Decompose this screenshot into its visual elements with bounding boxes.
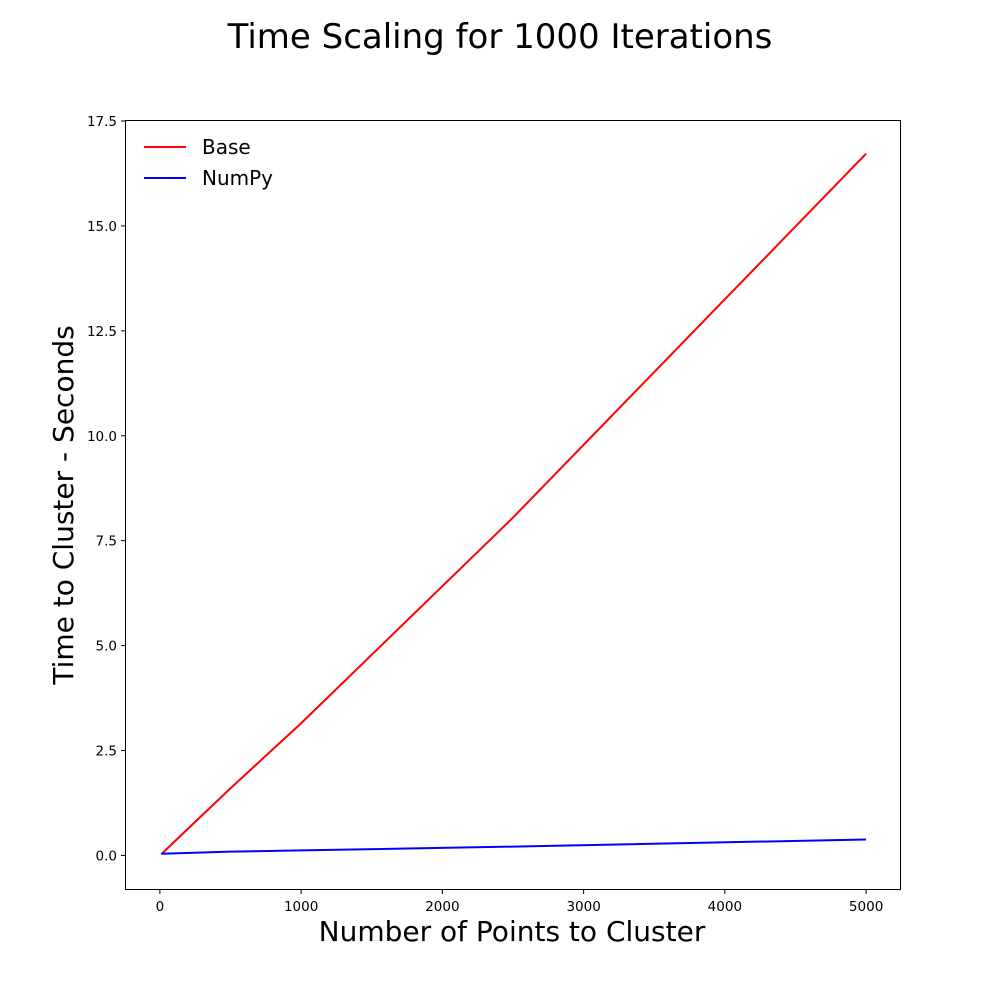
plot-area <box>125 120 901 890</box>
x-tick-label: 3000 <box>566 899 600 915</box>
legend: Base NumPy <box>144 135 273 190</box>
y-tick-label: 7.5 <box>96 534 117 550</box>
y-tick-label: 0.0 <box>96 848 117 864</box>
x-tick-label: 2000 <box>425 899 459 915</box>
y-tick-label: 2.5 <box>96 744 117 760</box>
x-tick-label: 5000 <box>849 899 883 915</box>
x-axis: 0 1000 2000 3000 4000 5000 <box>156 889 883 915</box>
legend-label-numpy: NumPy <box>202 166 273 190</box>
x-tick-label: 1000 <box>284 899 318 915</box>
y-tick-label: 12.5 <box>87 324 117 340</box>
y-axis-label: Time to Cluster - Seconds <box>47 325 80 685</box>
chart-title: Time Scaling for 1000 Iterations <box>227 17 773 57</box>
series-line-base <box>160 153 867 855</box>
x-tick-label: 0 <box>156 899 165 915</box>
series-line-numpy <box>161 838 867 855</box>
x-tick-label: 4000 <box>708 899 742 915</box>
y-tick-label: 10.0 <box>87 429 117 445</box>
y-axis: 0.0 2.5 5.0 7.5 10.0 12.5 15.0 17.5 <box>87 114 126 864</box>
y-tick-label: 5.0 <box>96 639 117 655</box>
legend-label-base: Base <box>202 135 251 159</box>
x-axis-label: Number of Points to Cluster <box>319 915 706 948</box>
y-tick-label: 15.0 <box>87 219 117 235</box>
series-layer <box>160 153 867 855</box>
y-tick-label: 17.5 <box>87 114 117 130</box>
